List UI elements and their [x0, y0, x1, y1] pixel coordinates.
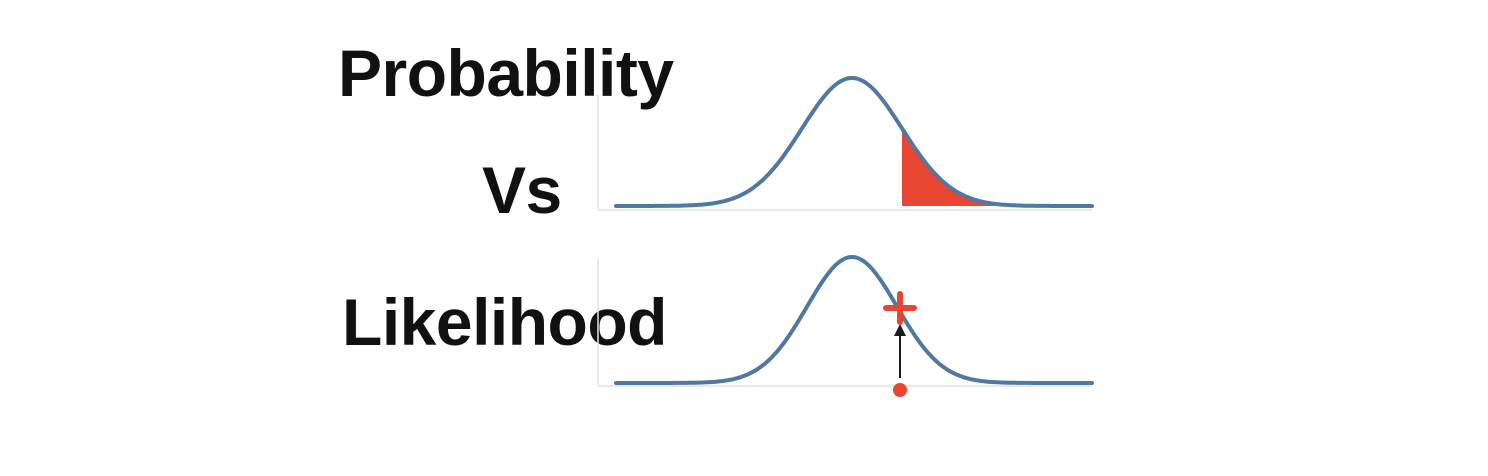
probability-normal-curve [614, 75, 1094, 208]
title-vs: Vs [482, 153, 562, 227]
likelihood-normal-curve [614, 254, 1094, 385]
probability-panel [597, 75, 1094, 211]
likelihood-curve-marker [883, 291, 917, 325]
likelihood-panel [597, 254, 1094, 397]
probability-tail-area [902, 128, 1000, 206]
title-probability: Probability [338, 36, 674, 110]
likelihood-data-point [893, 383, 907, 397]
title-likelihood: Likelihood [342, 285, 668, 359]
